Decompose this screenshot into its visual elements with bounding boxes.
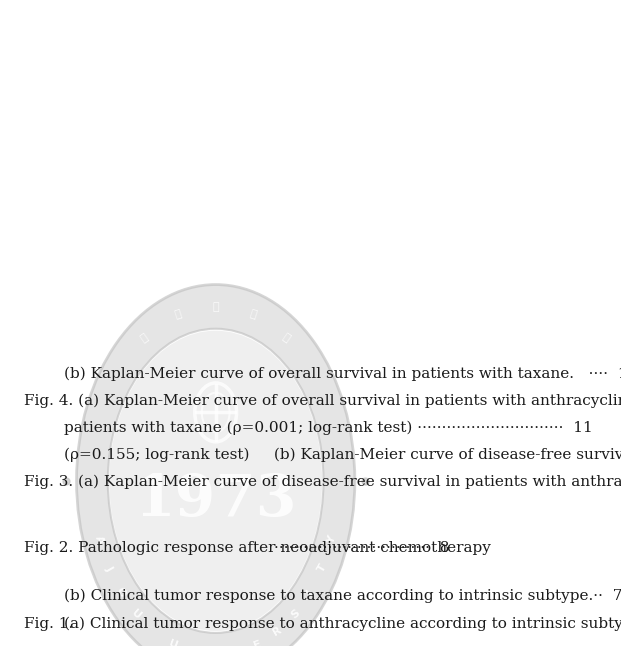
Text: patients with taxane (ρ=0.001; log-rank test) ······························  11: patients with taxane (ρ=0.001; log-rank … [64, 420, 592, 435]
Text: I: I [214, 650, 218, 658]
Text: (b) Kaplan-Meier curve of overall survival in patients with taxane.   ····  11: (b) Kaplan-Meier curve of overall surviv… [64, 367, 621, 381]
Text: (a) Clinical tumor response to anthracycline according to intrinsic subtype: (a) Clinical tumor response to anthracyc… [64, 617, 621, 631]
Text: E: E [253, 638, 263, 651]
Text: N: N [189, 647, 200, 658]
Text: 대: 대 [212, 301, 219, 312]
Text: 학: 학 [174, 309, 183, 320]
Text: Fig. 1.: Fig. 1. [24, 617, 73, 630]
Text: O: O [114, 586, 128, 599]
Text: 주: 주 [248, 309, 258, 320]
Text: I: I [305, 588, 315, 597]
Circle shape [76, 284, 355, 658]
Text: (b) Clinical tumor response to taxane according to intrinsic subtype.··  7: (b) Clinical tumor response to taxane ac… [64, 589, 621, 603]
Text: U: U [168, 638, 179, 651]
Text: Fig. 2. Pathologic response after neoadjuvant chemotherapy: Fig. 2. Pathologic response after neoadj… [24, 541, 491, 555]
Circle shape [109, 331, 322, 631]
Text: A: A [93, 535, 106, 546]
Text: 1973: 1973 [134, 472, 297, 528]
Text: V: V [232, 647, 242, 658]
Circle shape [108, 329, 324, 633]
Text: S: S [289, 608, 301, 620]
Text: Fig. 4. (a) Kaplan-Meier curve of overall survival in patients with anthracyclin: Fig. 4. (a) Kaplan-Meier curve of overal… [24, 394, 621, 408]
Text: J: J [104, 564, 114, 572]
Text: 교: 교 [139, 332, 150, 344]
Text: U: U [130, 607, 143, 621]
Text: Y: Y [325, 535, 338, 546]
Text: 아: 아 [281, 332, 292, 344]
Text: T: T [316, 562, 329, 574]
Text: R: R [271, 625, 284, 638]
Text: (ρ=0.155; log-rank test)     (b) Kaplan-Meier curve of disease-free survival i: (ρ=0.155; log-rank test) (b) Kaplan-Meie… [64, 447, 621, 462]
Text: ································  8: ································ 8 [274, 541, 450, 555]
Text: Fig. 3. (a) Kaplan-Meier curve of disease-free survival in patients with anthrac: Fig. 3. (a) Kaplan-Meier curve of diseas… [24, 474, 621, 489]
